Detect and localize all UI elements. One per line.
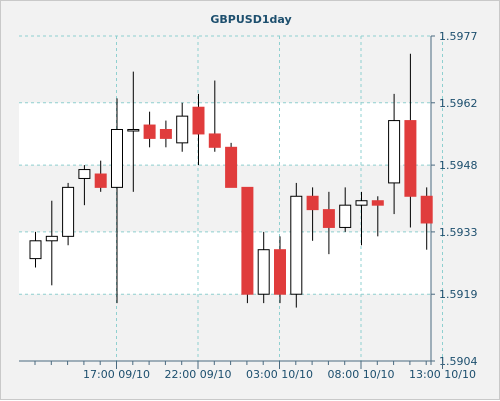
candle-body-bullish — [355, 200, 368, 206]
candle-body-bearish — [159, 128, 172, 139]
candle — [404, 53, 417, 228]
plot-background — [19, 36, 431, 361]
candle-body-bearish — [404, 120, 417, 197]
candle-body-bullish — [127, 128, 140, 132]
candles — [29, 53, 433, 308]
candle — [290, 182, 303, 308]
candle — [176, 102, 189, 152]
candle — [62, 182, 75, 246]
candle-body-bullish — [290, 195, 303, 295]
candle-body-bearish — [143, 124, 156, 139]
candle — [143, 111, 156, 148]
candle-body-bullish — [111, 128, 123, 188]
candle-body-bullish — [45, 235, 58, 242]
candle — [192, 93, 205, 166]
candle — [371, 196, 384, 237]
y-tick-label: 1.5933 — [439, 226, 478, 239]
plot-area — [19, 36, 431, 361]
y-axis-ticks: 1.5977 1.5962 1.5948 1.5933 1.5919 1.5904 — [431, 30, 478, 368]
candle-body-bullish — [176, 115, 189, 144]
candle — [159, 120, 172, 148]
y-tick-label: 1.5948 — [439, 159, 478, 172]
x-tick-label: 08:00 10/10 — [328, 368, 395, 381]
y-tick-label: 1.5962 — [439, 97, 478, 110]
candle-body-bullish — [339, 204, 352, 228]
candle-body-bearish — [208, 133, 221, 148]
candle-body-bearish — [94, 173, 107, 188]
y-tick-label: 1.5977 — [439, 30, 478, 43]
candle-body-bullish — [257, 249, 270, 295]
candle — [208, 80, 221, 152]
candle — [94, 160, 107, 192]
candle — [257, 231, 270, 304]
x-tick-label: 17:00 09/10 — [83, 368, 150, 381]
candle — [339, 187, 352, 232]
candle-body-bullish — [29, 240, 42, 260]
candle-body-bearish — [420, 195, 433, 224]
candle — [420, 187, 433, 250]
candle — [306, 187, 319, 241]
candle — [111, 98, 123, 304]
x-axis-ticks: 17:00 09/10 22:00 09/10 03:00 10/10 08:00 1… — [34, 361, 476, 381]
y-tick-label: 1.5919 — [439, 288, 478, 301]
candle-body-bullish — [388, 120, 401, 184]
candle-body-bearish — [225, 146, 238, 188]
candle-body-bearish — [274, 249, 286, 295]
candle-body-bullish — [62, 186, 75, 237]
plot-band — [19, 231, 431, 295]
x-tick-label: 03:00 10/10 — [246, 368, 313, 381]
candle — [45, 200, 58, 286]
plot-band — [19, 102, 431, 166]
candle — [78, 165, 91, 206]
candle-body-bearish — [322, 209, 335, 228]
candle — [29, 231, 42, 268]
candle-body-bearish — [241, 186, 254, 295]
candle — [274, 236, 286, 304]
candle — [241, 186, 254, 304]
candle — [388, 93, 401, 215]
candle — [355, 191, 368, 246]
candle — [225, 142, 238, 188]
candle-body-bearish — [192, 106, 205, 135]
candle-body-bullish — [78, 169, 91, 179]
candle — [127, 71, 140, 192]
chart-title: GBPUSD1day — [210, 13, 291, 26]
candle-body-bearish — [371, 200, 384, 206]
candle — [322, 191, 335, 255]
y-tick-label: 1.5904 — [439, 355, 478, 368]
x-tick-label: 22:00 09/10 — [165, 368, 232, 381]
x-tick-label: 13:00 10/10 — [409, 368, 476, 381]
candle-body-bearish — [306, 195, 319, 211]
